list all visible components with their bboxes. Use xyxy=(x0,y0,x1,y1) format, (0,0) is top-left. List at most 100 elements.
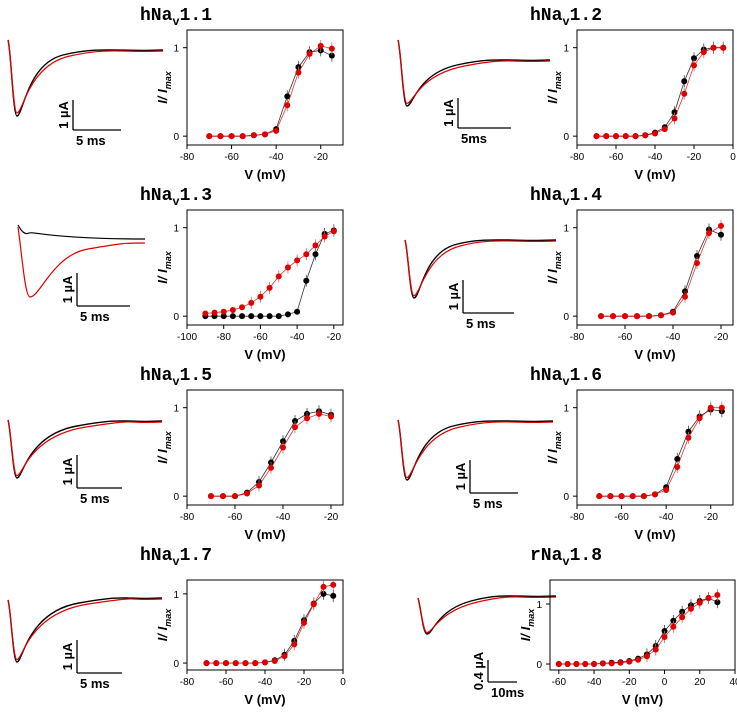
data-point xyxy=(681,78,688,85)
plot-frame xyxy=(576,389,734,506)
data-point xyxy=(213,660,220,667)
data-point xyxy=(700,49,707,56)
data-point xyxy=(208,493,214,500)
y-tick-label: 0 xyxy=(563,132,569,143)
y-tick-label: 1 xyxy=(536,600,542,611)
plot-frame xyxy=(576,209,734,326)
data-point xyxy=(239,133,246,140)
x-tick-label: 20 xyxy=(694,677,706,688)
fit-curve xyxy=(601,225,722,317)
panel-title: hNav1.1 xyxy=(140,6,212,29)
data-point xyxy=(223,660,229,667)
data-point xyxy=(682,293,688,300)
treated-series xyxy=(598,219,724,320)
data-point xyxy=(211,309,218,316)
x-tick-label: -80 xyxy=(180,677,195,688)
data-point xyxy=(220,493,226,500)
activation-plot: -80 -60 -40 -20 0 0 1 V (mV) I/ Imax xyxy=(545,29,736,182)
data-point xyxy=(328,413,334,420)
data-point xyxy=(661,634,668,640)
y-tick-label: 1 xyxy=(173,404,179,415)
data-point xyxy=(310,601,317,608)
data-point xyxy=(257,293,264,300)
scale-bar: 1 µA 5 ms xyxy=(60,640,122,691)
data-point xyxy=(330,228,337,235)
control-current-trace xyxy=(17,224,146,240)
y-axis-label-main: I/ I xyxy=(155,626,170,641)
control-series xyxy=(202,224,337,320)
current-trace-group xyxy=(7,419,163,479)
x-tick-label: -80 xyxy=(180,152,195,163)
panel-title-suffix: 1.4 xyxy=(570,186,603,206)
data-point xyxy=(674,463,681,470)
panel-title-main: hNa xyxy=(140,366,173,386)
treated-current-trace xyxy=(397,39,551,104)
treated-series xyxy=(208,407,334,500)
data-point xyxy=(555,661,562,667)
control-series xyxy=(555,592,721,667)
current-trace-group xyxy=(17,224,146,298)
panel-title-suffix: 1.5 xyxy=(180,366,212,386)
data-point xyxy=(229,313,236,320)
data-point xyxy=(303,251,310,258)
treated-series xyxy=(596,401,725,500)
x-tick-label: 0 xyxy=(340,677,346,688)
treated-series xyxy=(206,39,335,140)
activation-plot: -80 -60 -40 -20 0 0 1 V (mV) I/ Imax xyxy=(155,578,346,707)
x-tick-label: 40 xyxy=(729,677,737,688)
data-point xyxy=(603,133,610,140)
data-point xyxy=(691,62,697,69)
data-point xyxy=(271,658,278,664)
panel-title-subscript: v xyxy=(172,195,179,209)
panel-title-main: hNa xyxy=(530,6,563,26)
x-tick-label: -60 xyxy=(618,332,633,343)
data-point xyxy=(248,313,255,320)
data-point xyxy=(582,661,589,667)
data-point xyxy=(608,660,615,667)
current-trace-group xyxy=(397,419,554,481)
current-trace-group xyxy=(417,595,557,635)
panel-title-main: rNa xyxy=(530,546,563,566)
x-tick-label: -20 xyxy=(714,332,729,343)
x-tick-label: -60 xyxy=(219,677,234,688)
data-point xyxy=(591,661,598,667)
data-point xyxy=(239,313,246,320)
data-point xyxy=(696,415,703,422)
scale-bar: 1 µA 5 ms xyxy=(60,273,130,324)
data-point xyxy=(328,52,335,59)
y-tick-label: 0 xyxy=(563,312,569,323)
data-point xyxy=(685,434,692,441)
y-axis-label: I/ Imax xyxy=(155,70,173,103)
data-point xyxy=(316,410,322,417)
panel-title-suffix: 1.6 xyxy=(570,366,602,386)
data-point xyxy=(292,417,298,424)
panel-title: hNav1.4 xyxy=(530,186,602,209)
data-point xyxy=(303,277,310,284)
y-axis-label-subscript: max xyxy=(163,70,173,89)
panel-title-suffix: 1.8 xyxy=(570,546,602,566)
data-point xyxy=(718,231,724,238)
data-point xyxy=(694,253,700,259)
data-point xyxy=(652,130,658,137)
control-current-trace xyxy=(7,419,163,479)
data-point xyxy=(292,424,298,431)
x-tick-label: -100 xyxy=(177,332,197,343)
panel-3: hNav1.3 1 µA 5 ms -100 -80 -60 -40 -20 0 1 V (mV) I… xyxy=(17,186,344,362)
y-tick-label: 1 xyxy=(563,404,569,415)
x-axis-label: V (mV) xyxy=(634,347,675,362)
panel-8: rNav1.8 0.4 µA 10ms -60 -40 -20 0 20 40 0 1 V (mV) I… xyxy=(417,546,737,707)
scale-time-label: 5 ms xyxy=(473,496,503,511)
x-tick-label: -60 xyxy=(614,512,629,523)
data-point xyxy=(573,661,580,667)
x-tick-label: 0 xyxy=(730,152,736,163)
data-point xyxy=(658,312,664,319)
panel-title-subscript: v xyxy=(562,555,569,569)
x-tick-label: -40 xyxy=(258,677,273,688)
activation-plot: -80 -60 -40 -20 0 1 V (mV) I/ Imax xyxy=(155,29,344,182)
data-point xyxy=(670,309,676,316)
x-tick-label: 0 xyxy=(662,677,668,688)
y-axis-label-main: I/ I xyxy=(155,269,170,284)
x-tick-label: -60 xyxy=(228,512,243,523)
data-point xyxy=(262,131,268,138)
